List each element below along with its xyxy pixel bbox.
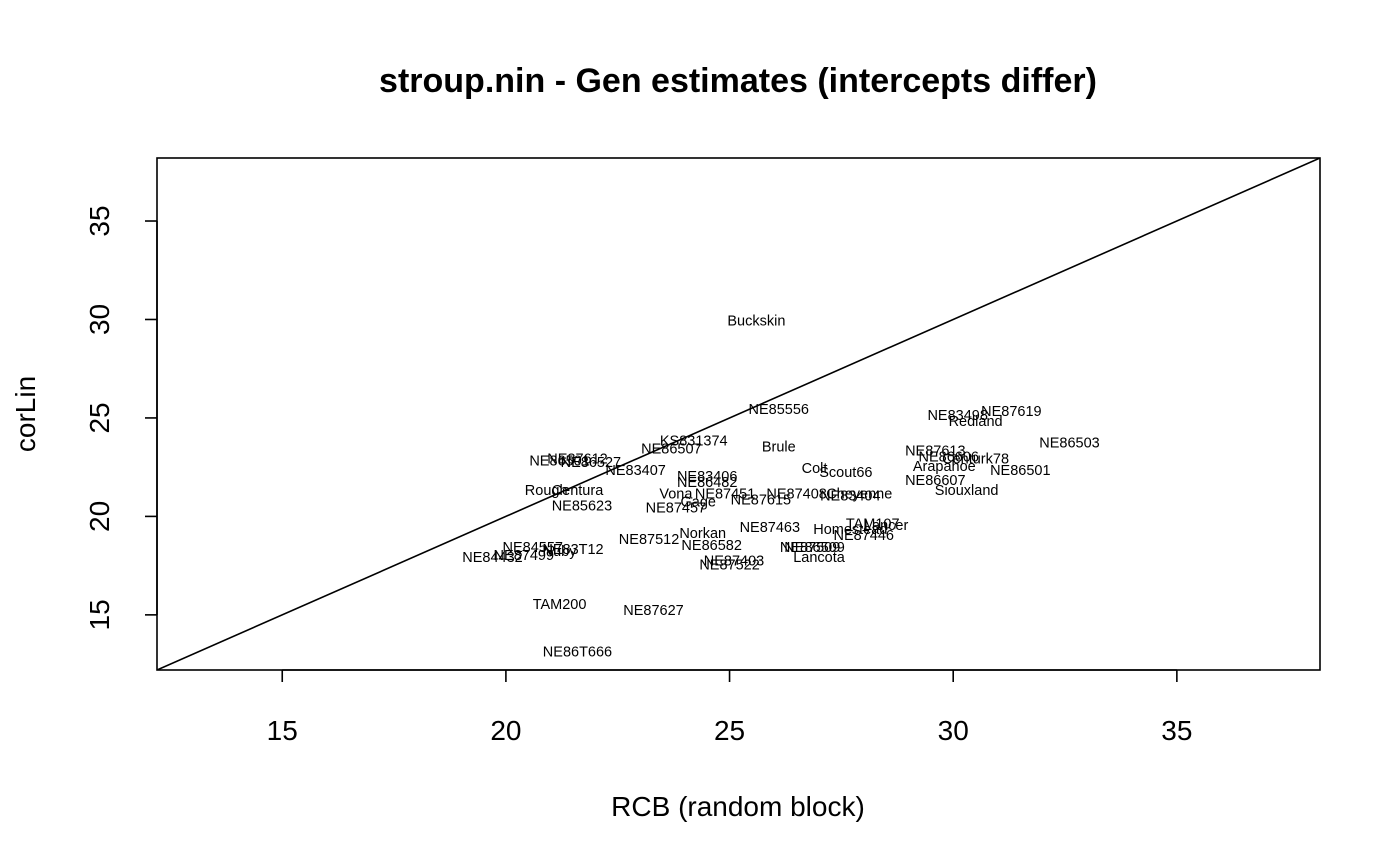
point-label: NE86607 [905,473,965,489]
point-label: NE87403 [704,554,764,570]
y-axis: 15 20 25 30 35 [84,205,158,630]
x-axis: 15 20 25 30 35 [267,669,1192,746]
y-axis-label: corLin [10,376,41,452]
point-label: Arapahoe [913,459,976,475]
y-tick-label: 35 [84,205,115,236]
point-label: NE83406 [677,469,737,485]
point-label: NE87612 [547,451,607,467]
point-label: NE87509 [780,540,840,556]
y-tick-label: 15 [84,599,115,630]
point-label: Lancer [864,518,909,534]
point-label: NE85556 [749,402,809,418]
chart-title: stroup.nin - Gen estimates (intercepts d… [379,62,1097,100]
point-label: NE86501 [529,453,589,469]
point-label: NE83404 [820,489,880,505]
point-label: NE86503 [1039,436,1099,452]
x-tick-label: 30 [938,715,969,746]
point-label: NE87522 [699,558,759,574]
point-label: Homestead [813,522,887,538]
point-label: Colt [802,461,828,477]
point-label: Lancota [793,550,846,566]
point-label: Centurk78 [942,451,1009,467]
point-label: NE84432 [462,550,522,566]
reference-line-y-equals-x [157,158,1320,670]
x-tick-label: 25 [714,715,745,746]
y-tick-label: 20 [84,501,115,532]
point-label: NE87627 [623,603,683,619]
point-label: NE87512 [619,532,679,548]
y-tick-label: 30 [84,304,115,335]
x-tick-label: 35 [1161,715,1192,746]
point-label: NE86582 [681,538,741,554]
point-label: Rough [525,483,568,499]
point-label: NE86T666 [543,644,612,660]
point-label: Centura [552,483,605,499]
point-label: Nuby [543,544,578,560]
point-label: NE84557 [503,540,563,556]
point-label: NE86501 [990,463,1050,479]
point-label: NE87499 [494,548,554,564]
point-label: Buckskin [727,313,785,329]
point-label: NE83498 [927,408,987,424]
point-label: NE86527 [561,455,621,471]
point-label: TAM107 [846,516,900,532]
x-axis-label: RCB (random block) [611,791,865,822]
point-label: NE87446 [834,528,894,544]
point-label: Vona [659,487,693,503]
y-tick-label: 25 [84,402,115,433]
point-label: NE85623 [552,499,612,515]
point-label: NE83407 [605,463,665,479]
point-label: Cheyenne [826,487,892,503]
point-label: NE83T12 [542,542,603,558]
point-label: NE87451 [695,487,755,503]
point-label: Redland [949,414,1003,430]
point-label: NE86482 [677,475,737,491]
point-label: NE87619 [981,404,1041,420]
point-label: Siouxland [935,483,999,499]
point-label: NE87613 [905,443,965,459]
point-label: NE87408 [766,487,826,503]
point-label: NE86507 [641,441,701,457]
point-label: TAM200 [533,597,587,613]
point-label: Gage [681,495,716,511]
point-label: Scout66 [819,465,872,481]
point-label: KS831374 [660,434,728,450]
point-label: NE87463 [740,520,800,536]
point-label: NE87615 [731,493,791,509]
point-label: NE86509 [784,540,844,556]
point-label: NE87457 [646,501,706,517]
x-tick-label: 15 [267,715,298,746]
point-label: NE86606 [919,449,979,465]
point-label: Norkan [679,526,726,542]
point-label: Brule [762,439,796,455]
x-tick-label: 20 [490,715,521,746]
